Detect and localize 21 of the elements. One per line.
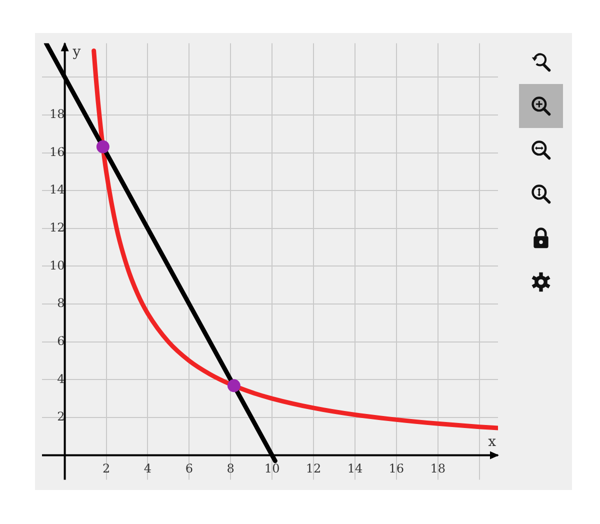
x-tick-label: 2	[102, 462, 110, 476]
y-axis-title: y	[72, 44, 81, 60]
x-tick-label: 12	[306, 462, 322, 476]
y-tick-label: 8	[57, 296, 65, 310]
x-tick-label: 4	[144, 462, 152, 476]
y-tick-label: 4	[57, 372, 66, 386]
x-tick-label: 10	[264, 462, 280, 476]
y-tick-label: 2	[57, 410, 65, 424]
x-tick-label: 16	[388, 462, 404, 476]
y-tick-label: 12	[50, 220, 65, 235]
line-series	[92, 48, 498, 430]
x-tick-label: 18	[430, 462, 446, 476]
y-tick-label: 16	[50, 144, 65, 159]
y-tick-label: 18	[50, 107, 65, 122]
y-tick-label: 6	[57, 334, 65, 348]
x-tick-label: 14	[347, 462, 363, 476]
y-tick-label: 10	[50, 258, 65, 272]
y-tick-label: 14	[50, 182, 66, 197]
x-tick-label: 6	[185, 462, 193, 476]
x-tick-label: 8	[226, 462, 234, 476]
x-axis-title: x	[488, 434, 496, 450]
